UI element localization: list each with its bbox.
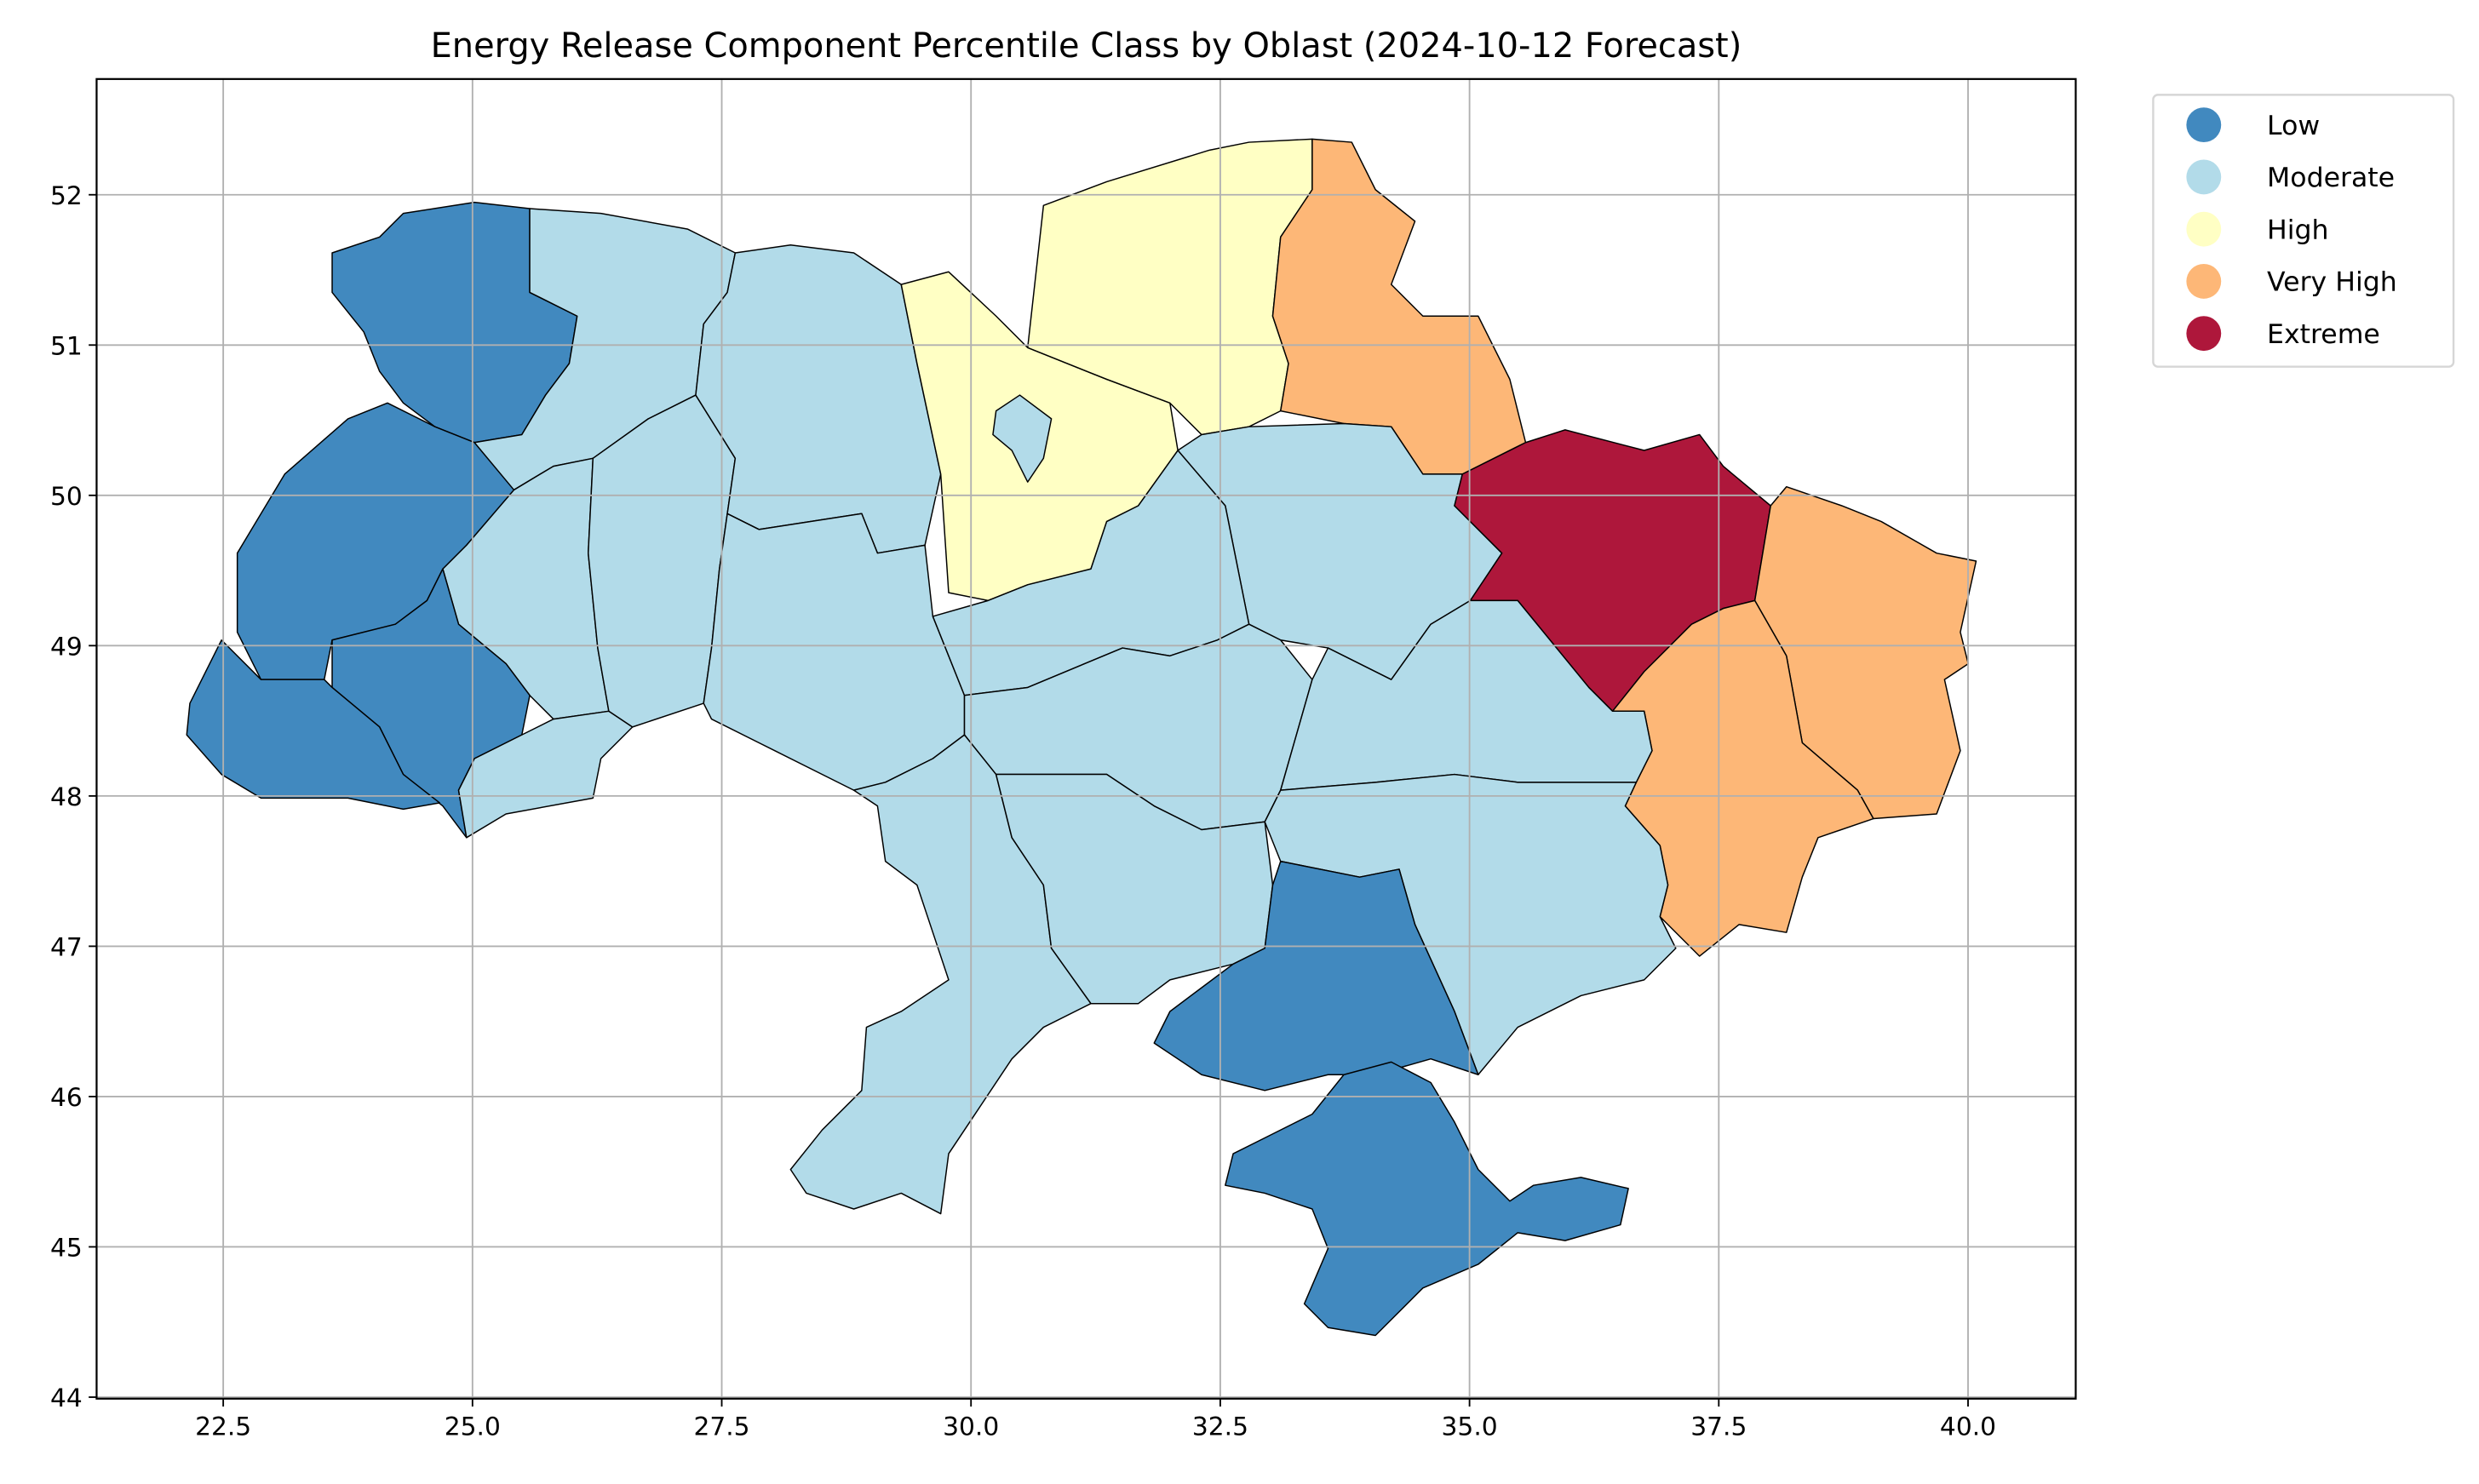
y-tick-label: 50 xyxy=(50,482,83,512)
region-low xyxy=(186,639,440,811)
legend-marker xyxy=(2186,316,2222,352)
x-tick-label: 37.5 xyxy=(1690,1412,1747,1441)
axis-ticks: 22.5 25.0 27.5 30.0 32.5 35.0 37.5 40.0 44 45 46 47… xyxy=(50,181,1996,1442)
y-tick-label: 47 xyxy=(50,933,83,963)
y-tick-label: 46 xyxy=(50,1083,83,1113)
x-tick-label: 22.5 xyxy=(195,1412,251,1441)
legend-label: Moderate xyxy=(2267,163,2395,193)
legend-label: High xyxy=(2267,215,2329,245)
x-tick-label: 32.5 xyxy=(1192,1412,1248,1441)
legend-marker xyxy=(2186,263,2222,299)
chart-title: Energy Release Component Percentile Clas… xyxy=(431,26,1742,66)
legend-label: Low xyxy=(2267,111,2320,141)
region-moderate xyxy=(992,394,1053,483)
legend-label: Very High xyxy=(2267,267,2397,298)
legend-marker xyxy=(2186,211,2222,247)
y-tick-label: 48 xyxy=(50,782,83,812)
y-tick-label: 51 xyxy=(50,331,83,361)
legend: Low Moderate High Very High Extreme xyxy=(2152,94,2455,368)
y-tick-label: 45 xyxy=(50,1234,83,1263)
legend-marker xyxy=(2186,107,2222,143)
x-tick-label: 25.0 xyxy=(445,1412,501,1441)
y-tick-label: 52 xyxy=(50,181,83,211)
x-tick-label: 27.5 xyxy=(693,1412,749,1441)
region-low xyxy=(1225,1061,1629,1337)
x-tick-label: 35.0 xyxy=(1442,1412,1498,1441)
region-low xyxy=(1153,860,1479,1092)
legend-frame xyxy=(2152,94,2455,368)
region-moderate xyxy=(703,513,966,791)
regions-layer xyxy=(186,138,1977,1337)
x-tick-label: 30.0 xyxy=(943,1412,999,1441)
legend-marker xyxy=(2186,159,2222,195)
region-moderate xyxy=(457,710,634,839)
x-tick-label: 40.0 xyxy=(1940,1412,1996,1441)
gridlines xyxy=(96,78,2076,1399)
y-tick-label: 44 xyxy=(50,1384,83,1413)
axes-frame xyxy=(95,77,2077,1400)
legend-label: Extreme xyxy=(2267,319,2380,350)
y-tick-label: 49 xyxy=(50,632,83,662)
